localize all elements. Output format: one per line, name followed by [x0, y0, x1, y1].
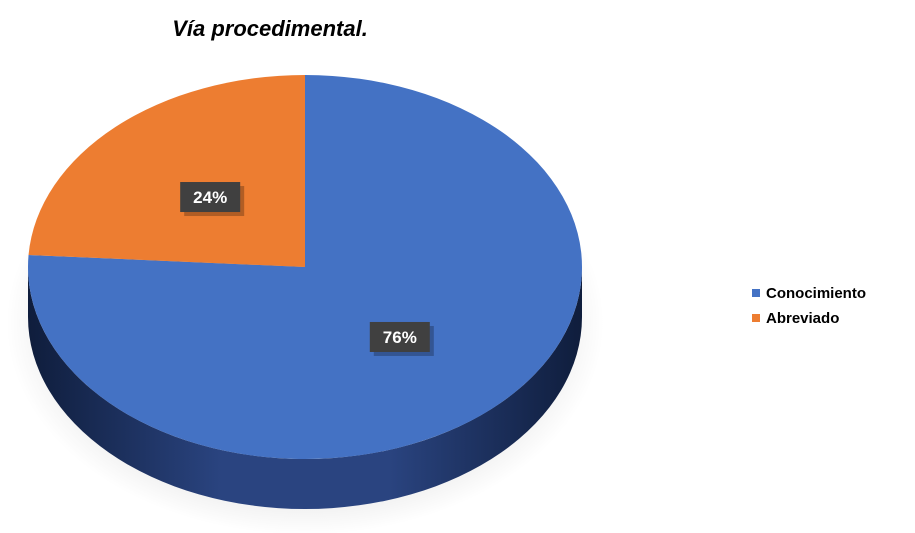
data-label-conocimiento: 76%: [383, 328, 417, 347]
pie-slice-abreviado: [28, 75, 305, 267]
data-label-abreviado: 24%: [193, 188, 227, 207]
legend-label-abreviado: Abreviado: [766, 309, 840, 327]
legend-label-conocimiento: Conocimiento: [766, 284, 866, 302]
data-label-box-conocimiento: [369, 321, 430, 352]
data-label-box-abreviado: [180, 182, 241, 213]
pie-side-wall: [28, 267, 582, 509]
legend-swatch-conocimiento: [752, 289, 760, 297]
legend-item-abreviado: Abreviado: [752, 307, 866, 329]
legend-item-conocimiento: Conocimiento: [752, 282, 866, 304]
legend: Conocimiento Abreviado: [752, 282, 866, 332]
legend-swatch-abreviado: [752, 314, 760, 322]
chart-title: Vía procedimental.: [172, 16, 368, 41]
